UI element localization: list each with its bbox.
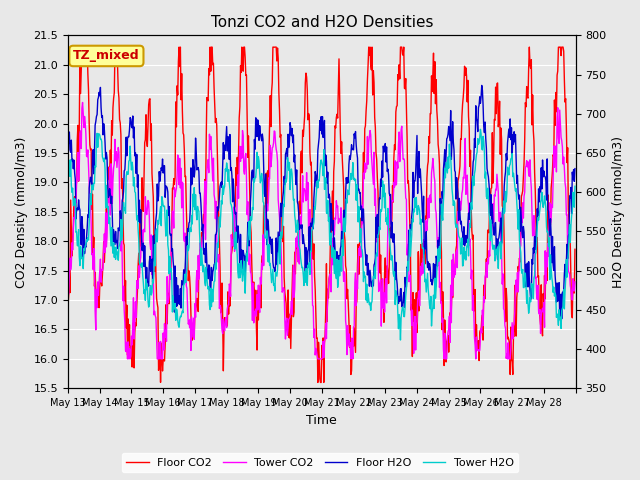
Text: TZ_mixed: TZ_mixed xyxy=(73,49,140,62)
Tower CO2 xyxy=(403,252,411,258)
Floor H2O xyxy=(374,212,381,217)
Floor H2O xyxy=(478,83,486,88)
Tower CO2 xyxy=(243,212,251,217)
Line: Tower H2O: Tower H2O xyxy=(68,129,575,340)
Floor CO2 xyxy=(403,134,411,140)
Line: Floor CO2: Floor CO2 xyxy=(68,47,575,383)
Tower CO2 xyxy=(64,288,72,294)
Floor CO2 xyxy=(262,193,269,199)
Floor H2O xyxy=(64,139,72,144)
Y-axis label: CO2 Density (mmol/m3): CO2 Density (mmol/m3) xyxy=(15,136,28,288)
Tower H2O xyxy=(217,213,225,218)
Tower H2O xyxy=(242,268,250,274)
Floor CO2 xyxy=(124,316,132,322)
Floor CO2 xyxy=(78,44,86,50)
Floor CO2 xyxy=(218,306,225,312)
Floor H2O xyxy=(261,193,269,199)
Floor H2O xyxy=(556,316,564,322)
Tower H2O xyxy=(374,253,381,259)
Tower H2O xyxy=(64,165,72,171)
Floor H2O xyxy=(402,283,410,289)
Tower CO2 xyxy=(124,356,131,362)
Tower CO2 xyxy=(125,356,132,362)
Tower H2O xyxy=(124,171,131,177)
Tower H2O xyxy=(571,183,579,189)
Tower CO2 xyxy=(571,279,579,285)
Floor H2O xyxy=(571,166,579,171)
Legend: Floor CO2, Tower CO2, Floor H2O, Tower H2O: Floor CO2, Tower CO2, Floor H2O, Tower H… xyxy=(122,453,518,472)
Tower H2O xyxy=(403,286,410,291)
Tower CO2 xyxy=(375,288,383,294)
Floor CO2 xyxy=(243,72,250,78)
Floor H2O xyxy=(217,180,225,186)
Floor CO2 xyxy=(64,303,72,309)
Y-axis label: H2O Density (mmol/m3): H2O Density (mmol/m3) xyxy=(612,136,625,288)
Tower CO2 xyxy=(218,327,226,333)
Floor H2O xyxy=(124,136,131,142)
Tower CO2 xyxy=(79,99,86,105)
X-axis label: Time: Time xyxy=(307,414,337,427)
Tower CO2 xyxy=(262,202,270,207)
Floor H2O xyxy=(242,254,250,260)
Line: Floor H2O: Floor H2O xyxy=(68,85,575,319)
Tower H2O xyxy=(397,337,404,343)
Tower H2O xyxy=(477,126,484,132)
Floor CO2 xyxy=(375,220,383,226)
Floor CO2 xyxy=(571,246,579,252)
Tower H2O xyxy=(261,235,269,240)
Floor CO2 xyxy=(314,380,322,385)
Line: Tower CO2: Tower CO2 xyxy=(68,102,575,359)
Title: Tonzi CO2 and H2O Densities: Tonzi CO2 and H2O Densities xyxy=(211,15,433,30)
